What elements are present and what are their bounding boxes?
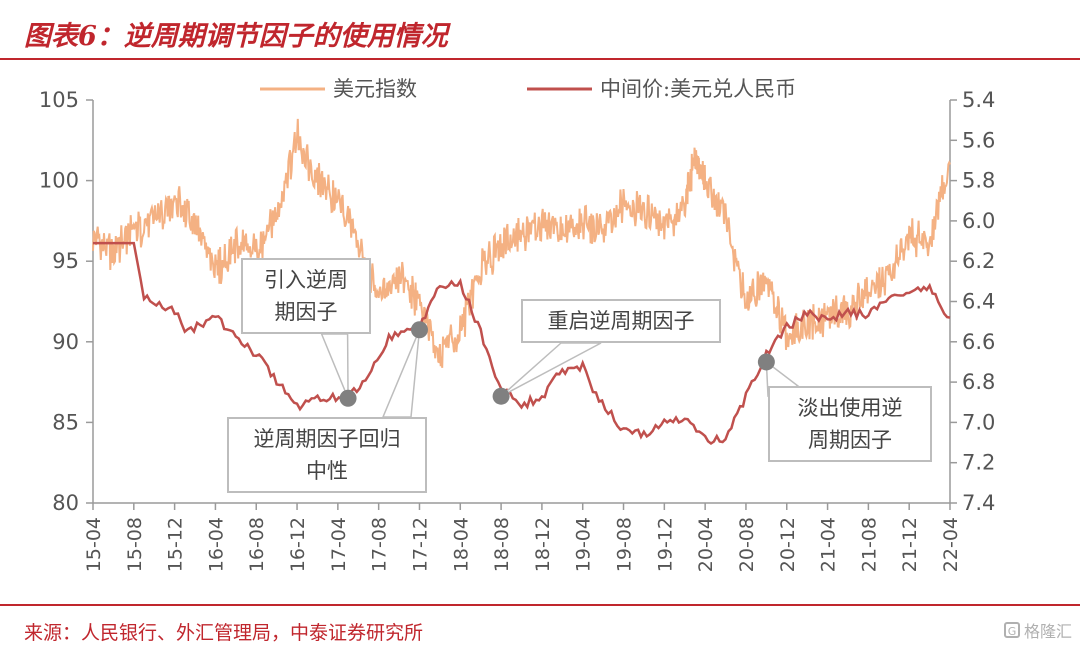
x-tick-label: 22-04 (940, 517, 962, 572)
y-right-tick-label: 6.4 (962, 290, 995, 314)
chart-area: 80 85 90 95 100 105 5.4 5.6 5.8 6.0 6.2 6.4 6.6 6.8 7.… (39, 77, 996, 572)
event-marker (757, 353, 775, 371)
legend-label-usdcny: 中间价:美元兑人民币 (600, 77, 796, 101)
x-tick-label: 20-04 (695, 517, 717, 572)
annotation-neutral: 逆周期因子回归 中性 (227, 417, 427, 493)
y-right-tick-label: 6.2 (962, 249, 995, 273)
annotation-fade-out: 淡出使用逆 周期因子 (768, 386, 932, 462)
y-right-tick-label: 5.4 (962, 88, 995, 112)
y-left-tick-label: 90 (52, 330, 79, 354)
x-tick-label: 16-04 (205, 517, 227, 572)
x-tick-label: 20-08 (736, 517, 758, 572)
y-left-tick-label: 95 (52, 249, 79, 273)
y-right-tick-label: 6.6 (962, 330, 995, 354)
x-tick-label: 16-08 (246, 517, 268, 572)
annotation-introduce: 引入逆周 期因子 (241, 258, 371, 334)
x-tick-label: 21-12 (899, 517, 921, 572)
series-line-usdcny-midpoint (93, 241, 951, 446)
x-tick-label: 19-12 (654, 517, 676, 572)
x-tick-label: 16-12 (287, 517, 309, 572)
annotation-line: 重启逆周期因子 (547, 309, 695, 333)
x-tick-label: 21-04 (818, 517, 840, 572)
x-tick-label: 15-12 (165, 517, 187, 572)
x-tick-label: 17-08 (369, 517, 391, 572)
y-left-tick-label: 80 (52, 491, 79, 515)
annotation-line: 中性 (306, 459, 348, 483)
y-right-tick-label: 5.8 (962, 169, 995, 193)
x-tick-label: 19-04 (573, 517, 595, 572)
x-tick-label: 18-08 (491, 517, 513, 572)
annotation-line: 周期因子 (808, 428, 892, 452)
y-right-tick-label: 7.0 (962, 410, 995, 434)
event-marker (339, 389, 357, 407)
event-marker (410, 321, 428, 339)
x-tick-label: 15-08 (124, 517, 146, 572)
x-tick-label: 18-12 (532, 517, 554, 572)
x-tick-label: 21-08 (858, 517, 880, 572)
source-divider (0, 604, 1080, 606)
title-divider (0, 58, 1080, 60)
y-left-tick-label: 85 (52, 410, 79, 434)
watermark-logo-icon: G (1003, 622, 1020, 638)
y-right-tick-label: 6.0 (962, 209, 995, 233)
watermark-text: 格隆汇 (1023, 622, 1072, 641)
x-tick-label: 15-04 (83, 517, 105, 572)
annotation-line: 期因子 (274, 300, 338, 324)
source-note: 来源：人民银行、外汇管理局，中泰证券研究所 (24, 622, 424, 644)
y-left-tick-label: 105 (39, 88, 79, 112)
annotation-line: 引入逆周 (264, 268, 348, 292)
annotation-pointer (320, 333, 349, 399)
y-right-tick-label: 5.6 (962, 128, 995, 152)
annotation-pointer (381, 329, 421, 418)
watermark: G 格隆汇 (1003, 618, 1072, 642)
y-left-tick-label: 100 (39, 169, 79, 193)
x-tick-label: 17-12 (409, 517, 431, 572)
annotation-pointer (500, 342, 602, 397)
event-marker (492, 387, 510, 405)
y-right-tick-label: 7.4 (962, 491, 995, 515)
annotation-line: 逆周期因子回归 (253, 427, 401, 451)
legend-label-dollar-index: 美元指数 (333, 77, 417, 101)
annotation-line: 淡出使用逆 (797, 396, 903, 420)
x-tick-label: 17-04 (328, 517, 350, 572)
y-right-tick-label: 6.8 (962, 370, 995, 394)
x-tick-label: 20-12 (777, 517, 799, 572)
x-tick-label: 18-04 (450, 517, 472, 572)
y-right-tick-label: 7.2 (962, 451, 995, 475)
annotation-restart: 重启逆周期因子 (521, 299, 721, 343)
x-tick-label: 19-08 (614, 517, 636, 572)
chart-title: 图表6：逆周期调节因子的使用情况 (24, 21, 448, 52)
